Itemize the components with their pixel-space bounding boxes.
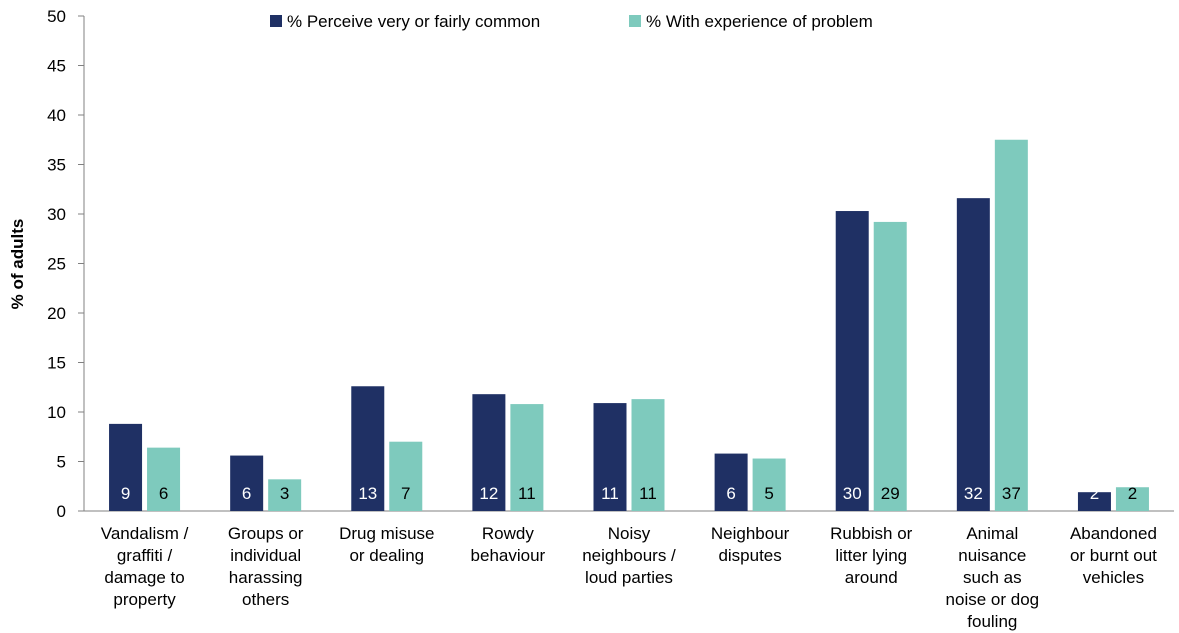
x-category-label: Drug misuse or dealing [339,524,434,565]
x-category-label-line: Animal [966,524,1018,543]
x-category-label-line: noise or dog [946,590,1040,609]
x-category-label-line: Noisy [608,524,651,543]
y-tick-label: 20 [47,304,66,323]
bar-experience [268,479,302,511]
bar-perceive [593,403,627,511]
bar-perceive [956,198,990,511]
data-label-perceive: 13 [358,484,377,503]
data-label-experience: 3 [280,484,289,503]
y-tick-label: 45 [47,57,66,76]
data-label-experience: 5 [764,484,773,503]
y-tick-label: 10 [47,403,66,422]
bar-perceive [351,386,385,511]
x-category-label-line: litter lying [835,546,907,565]
data-label-perceive: 6 [242,484,251,503]
x-category-labels: Vandalism / graffiti / damage to property Gr… [101,524,1157,631]
y-tick-label: 30 [47,205,66,224]
bar-experience [147,447,181,511]
x-category-label-line: neighbours / [582,546,676,565]
x-category-label-line: fouling [967,612,1017,631]
bars: 9 6 6 3 13 7 12 11 11 11 6 5 30 29 32 37 2 2 [109,139,1149,512]
bar-experience [873,221,907,512]
legend-label-experience: % With experience of problem [646,12,873,31]
data-label-perceive: 12 [479,484,498,503]
legend-swatch-experience [629,15,641,27]
x-category-label-line: Groups or [228,524,304,543]
y-ticks: 0 5 10 15 20 25 30 35 40 45 50 [47,7,84,521]
bar-experience [994,139,1028,511]
x-category-label: Vandalism / graffiti / damage to property [101,524,189,609]
x-category-label: Groups or individual harassing others [228,524,304,609]
y-tick-label: 15 [47,354,66,373]
x-category-label-line: harassing [229,568,303,587]
x-category-label-line: Vandalism / [101,524,189,543]
bar-perceive [472,394,506,511]
legend: % Perceive very or fairly common % With … [270,12,873,31]
x-category-label-line: Abandoned [1070,524,1157,543]
data-label-perceive: 9 [121,484,130,503]
bar-perceive [230,455,264,511]
data-label-perceive: 32 [964,484,983,503]
data-label-experience: 2 [1128,484,1137,503]
x-category-label: Abandoned or burnt out vehicles [1070,524,1157,587]
data-label-experience: 11 [518,484,536,503]
x-category-label: Rowdy behaviour [471,524,546,565]
x-category-label-line: or burnt out [1070,546,1157,565]
x-category-label-line: Rubbish or [830,524,913,543]
x-category-label-line: Rowdy [482,524,534,543]
legend-swatch-perceive [270,15,282,27]
x-category-label-line: loud parties [585,568,673,587]
data-label-experience: 29 [881,484,900,503]
data-label-experience: 11 [639,484,657,503]
y-tick-label: 35 [47,156,66,175]
y-tick-label: 5 [57,453,66,472]
data-label-perceive: 30 [843,484,862,503]
x-category-label: Rubbish or litter lying around [830,524,913,587]
x-category-label-line: individual [230,546,301,565]
bar-experience [510,404,544,511]
x-category-label-line: Neighbour [711,524,790,543]
data-label-perceive: 6 [726,484,735,503]
y-tick-label: 0 [57,502,66,521]
bar-experience [752,458,786,511]
x-category-label-line: around [845,568,898,587]
data-label-perceive: 11 [601,484,619,503]
data-label-perceive: 2 [1090,484,1099,503]
x-category-label-line: damage to [104,568,184,587]
legend-label-perceive: % Perceive very or fairly common [287,12,540,31]
bar-perceive [1077,492,1111,511]
x-category-label: Animal nuisance such as noise or dog fouling [946,524,1040,631]
bar-experience [631,399,665,511]
x-category-label-line: disputes [718,546,781,565]
data-label-experience: 7 [401,484,410,503]
bar-experience [389,441,423,511]
data-label-experience: 6 [159,484,168,503]
data-label-experience: 37 [1002,484,1021,503]
x-category-label-line: vehicles [1083,568,1144,587]
x-category-label-line: nuisance [958,546,1026,565]
x-category-label-line: such as [963,568,1022,587]
y-tick-label: 50 [47,7,66,26]
x-category-label-line: Drug misuse [339,524,434,543]
bar-experience [1115,487,1149,511]
x-category-label-line: property [113,590,176,609]
x-category-label-line: behaviour [471,546,546,565]
x-category-label-line: others [242,590,289,609]
x-category-label: Noisy neighbours / loud parties [582,524,676,587]
bar-perceive [714,453,748,511]
x-category-label-line: or dealing [349,546,424,565]
x-category-label-line: graffiti / [117,546,173,565]
bar-perceive [109,423,143,511]
y-tick-label: 25 [47,255,66,274]
y-axis-title: % of adults [8,219,27,310]
bar-perceive [835,211,869,511]
x-category-label: Neighbour disputes [711,524,790,565]
y-tick-label: 40 [47,106,66,125]
